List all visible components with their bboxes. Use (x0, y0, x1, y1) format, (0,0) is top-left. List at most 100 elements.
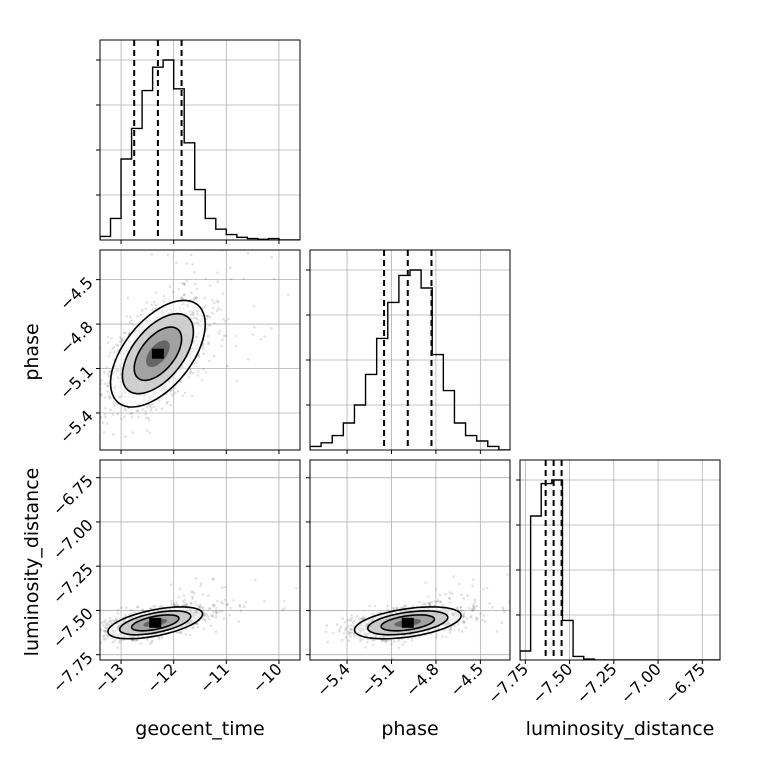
sample-point (438, 600, 442, 603)
sample-point (105, 422, 109, 425)
histogram-step-luminosity-distance (520, 479, 720, 660)
sample-point (198, 605, 202, 609)
y-tick-label-luminosity-distance: −7.75 (49, 648, 97, 696)
sample-point (283, 599, 286, 603)
sample-point (460, 593, 463, 597)
sample-point (203, 618, 206, 621)
sample-point (182, 282, 186, 285)
sample-point (392, 607, 396, 611)
ylabel-luminosity-distance: luminosity_distance (21, 468, 43, 657)
sample-point (366, 640, 369, 644)
sample-point (578, 597, 581, 600)
sample-point (104, 630, 107, 633)
sample-point (185, 603, 188, 607)
sample-point (390, 643, 393, 646)
sample-point (211, 614, 215, 617)
sample-point (294, 587, 298, 590)
sample-point (472, 608, 475, 611)
sample-point (129, 609, 133, 612)
sample-point (123, 407, 127, 411)
sample-point (411, 604, 415, 607)
sample-point (208, 284, 212, 287)
sample-point (205, 328, 209, 331)
sample-point (211, 615, 214, 619)
sample-point (503, 610, 506, 614)
sample-point (203, 305, 207, 308)
sample-point (473, 600, 477, 604)
sample-point (344, 627, 348, 630)
sample-point (106, 385, 110, 388)
y-tick-label-luminosity-distance: −7.50 (49, 604, 97, 652)
panels-layer: −13 −12 −11 −10 −5.4 −5.1 −4.8 −4.5−7.75−7.50−7… (49, 39, 721, 707)
sample-point (202, 367, 205, 371)
sample-point (475, 618, 478, 622)
sample-point (181, 394, 185, 398)
sample-point (441, 635, 444, 638)
sample-point (475, 604, 479, 608)
y-tick-label-phase: −5.4 (56, 406, 97, 447)
sample-point (438, 593, 442, 597)
sample-point (100, 394, 103, 397)
sample-point (213, 603, 216, 607)
sample-point (112, 433, 115, 436)
sample-point (157, 637, 161, 641)
sample-point (116, 611, 120, 615)
sample-point (193, 592, 196, 595)
sample-point (150, 253, 154, 256)
sample-point (112, 345, 115, 349)
sample-point (457, 628, 461, 632)
sample-point (144, 410, 147, 413)
panel-content (310, 460, 581, 660)
sample-point (462, 614, 465, 618)
sample-point (191, 590, 195, 594)
sample-point (335, 623, 339, 626)
sample-point (152, 405, 155, 409)
sample-point (204, 277, 208, 281)
sample-point (190, 590, 193, 594)
sample-point (104, 415, 107, 419)
sample-point (100, 379, 104, 382)
sample-point (108, 351, 112, 354)
sample-point (435, 633, 439, 637)
sample-point (171, 290, 175, 294)
sample-point (461, 613, 465, 616)
sample-point (196, 374, 200, 377)
sample-point (106, 341, 110, 345)
y-tick-label-luminosity-distance: −6.75 (49, 471, 97, 519)
sample-point (120, 606, 123, 609)
sample-point (347, 639, 351, 642)
sample-point (113, 619, 116, 622)
sample-point (444, 635, 448, 639)
sample-point (150, 303, 153, 307)
sample-point (254, 578, 257, 582)
sample-point (459, 606, 463, 609)
sample-point (149, 642, 152, 645)
x-tick-label-phase: −4.5 (446, 659, 487, 700)
sample-point (144, 412, 148, 416)
sample-point (179, 380, 183, 383)
sample-point (169, 583, 173, 586)
sample-point (380, 639, 384, 642)
sample-point (149, 409, 153, 412)
sample-point (95, 635, 98, 638)
sample-point (434, 636, 438, 639)
sample-point (360, 616, 363, 620)
sample-point (222, 334, 226, 338)
sample-point (115, 343, 118, 347)
sample-point (217, 332, 221, 335)
sample-point (183, 293, 186, 297)
sample-point (246, 251, 250, 255)
sample-point (301, 607, 304, 610)
sample-point (207, 341, 210, 344)
sample-point (449, 628, 452, 632)
sample-point (361, 617, 365, 620)
sample-point (224, 585, 227, 589)
sample-point (158, 399, 161, 402)
sample-point (81, 633, 84, 636)
sample-point (115, 617, 118, 620)
sample-point (214, 630, 218, 633)
sample-point (148, 431, 152, 434)
sample-point (96, 350, 99, 353)
sample-point (165, 402, 168, 405)
sample-point (479, 612, 482, 615)
